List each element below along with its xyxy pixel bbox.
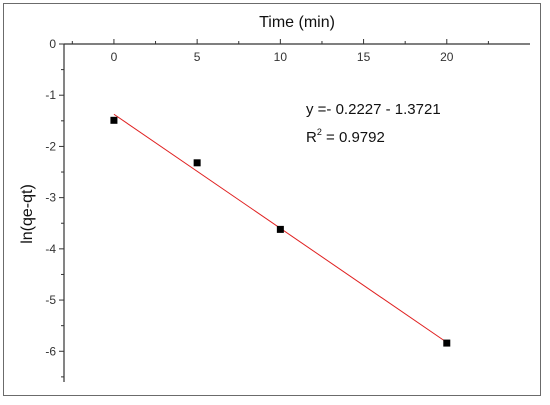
x-tick-label: 20: [440, 50, 454, 64]
chart-frame: [3, 3, 541, 396]
data-points: [110, 116, 451, 347]
y-tick-label: 0: [49, 37, 56, 51]
axes: [63, 43, 530, 382]
y-tick-label: -1: [45, 88, 56, 102]
y-tick-label: -5: [45, 293, 56, 307]
y-tick-label: -4: [45, 242, 56, 256]
y-tick-label: -2: [45, 139, 56, 153]
data-point: [276, 225, 284, 233]
x-tick-label: 0: [111, 50, 118, 64]
data-point: [110, 116, 118, 124]
fit-equation: y =- 0.2227 - 1.3721: [306, 101, 441, 118]
x-tick-label: 15: [357, 50, 371, 64]
x-axis-title: Time (min): [259, 14, 335, 31]
r-squared-annotation: R2 = 0.9792: [306, 127, 385, 146]
data-point: [443, 339, 451, 347]
r2-superscript: 2: [317, 127, 322, 137]
r2-label: R: [306, 129, 317, 146]
x-tick-label: 10: [274, 50, 288, 64]
x-ticks: 0 5 10 15 20: [71, 39, 489, 64]
y-tick-label: -6: [45, 344, 56, 358]
y-ticks: 0 -1 -2 -3 -4 -5 -6: [45, 37, 64, 378]
data-point: [193, 159, 201, 167]
y-tick-label: -3: [45, 191, 56, 205]
r2-value: = 0.9792: [322, 129, 385, 146]
x-tick-label: 5: [194, 50, 201, 64]
y-axis-title: ln(qe-qt): [19, 184, 36, 244]
